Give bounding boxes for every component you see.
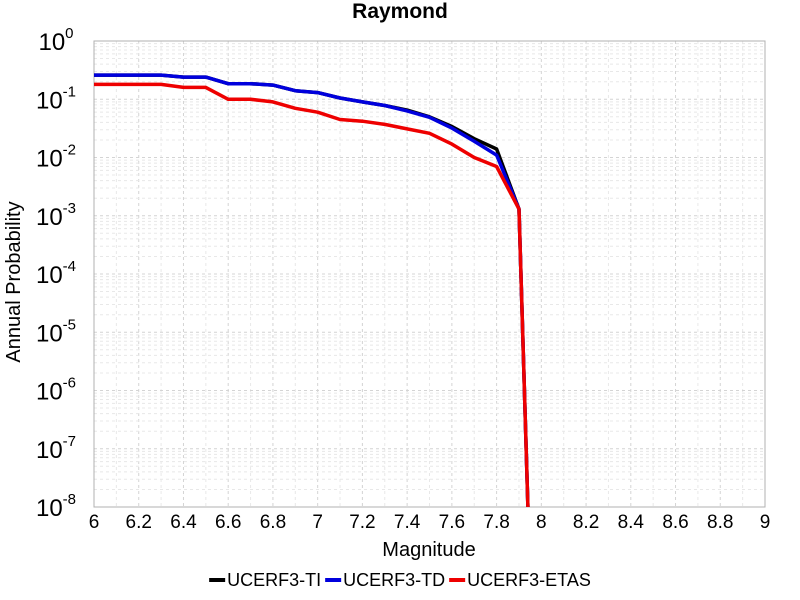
legend-label: UCERF3-TI bbox=[227, 570, 321, 590]
series-line-ucerf3-etas bbox=[94, 82, 530, 508]
x-tick-label: 8.4 bbox=[618, 512, 645, 533]
y-tick-label: 10-7 bbox=[36, 433, 76, 464]
x-tick-label: 7 bbox=[312, 512, 323, 533]
chart-title: Raymond bbox=[352, 0, 448, 23]
x-tick-label: 7.8 bbox=[483, 512, 509, 533]
series-lines bbox=[94, 73, 530, 508]
x-tick-label: 8.6 bbox=[662, 512, 688, 533]
y-tick-label: 10-5 bbox=[36, 316, 76, 347]
x-tick-label: 8.2 bbox=[573, 512, 599, 533]
plot-border bbox=[93, 40, 766, 508]
x-tick-label: 7.2 bbox=[349, 512, 375, 533]
y-axis-label: Annual Probability bbox=[3, 201, 25, 362]
y-tick-label: 10-4 bbox=[36, 258, 76, 289]
y-tick-label: 10-2 bbox=[36, 142, 76, 173]
x-tick-label: 9 bbox=[760, 512, 771, 533]
grid bbox=[94, 41, 765, 507]
x-tick-label: 6.6 bbox=[215, 512, 241, 533]
y-tick-label: 10-3 bbox=[36, 200, 76, 231]
x-tick-label: 6 bbox=[89, 512, 100, 533]
y-tick-label: 10-1 bbox=[36, 83, 76, 114]
y-tick-label: 10-6 bbox=[36, 375, 76, 406]
x-tick-label: 7.4 bbox=[394, 512, 421, 533]
legend-label: UCERF3-ETAS bbox=[467, 570, 591, 590]
y-axis-ticks: 100 10-1 10-2 10-3 10-4 10-5 10-6 10-7 10-8 bbox=[36, 25, 76, 522]
x-tick-label: 8.8 bbox=[707, 512, 733, 533]
x-axis-ticks: 6 6.2 6.4 6.6 6.8 7 7.2 7.4 7.6 7.8 8 8.2 8.4 8.6 8.8 9 bbox=[89, 512, 771, 533]
x-tick-label: 6.2 bbox=[126, 512, 152, 533]
y-tick-label: 10-8 bbox=[36, 491, 76, 522]
x-tick-label: 6.8 bbox=[260, 512, 286, 533]
legend-label: UCERF3-TD bbox=[343, 570, 445, 590]
y-tick-label: 100 bbox=[38, 25, 73, 56]
legend: UCERF3-TI UCERF3-TD UCERF3-ETAS bbox=[209, 570, 591, 590]
series-line-ucerf3-td bbox=[94, 73, 530, 508]
x-tick-label: 7.6 bbox=[439, 512, 465, 533]
x-axis-label: Magnitude bbox=[382, 539, 475, 561]
x-tick-label: 8 bbox=[536, 512, 547, 533]
x-tick-label: 6.4 bbox=[170, 512, 197, 533]
